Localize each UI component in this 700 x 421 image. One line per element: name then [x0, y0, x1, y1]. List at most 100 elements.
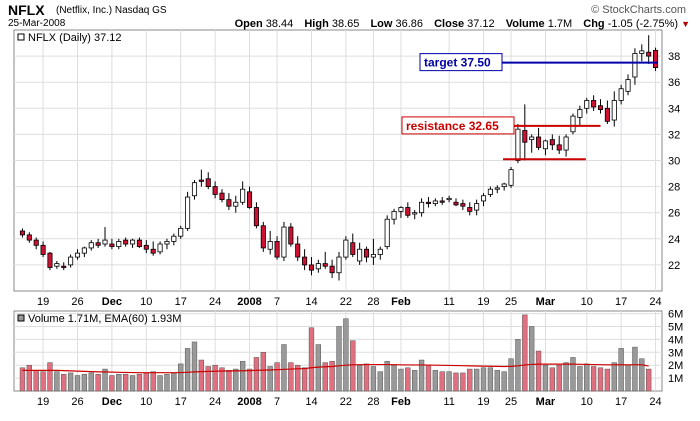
candle-body: [308, 264, 315, 271]
close-value: 37.12: [467, 18, 495, 30]
candle-body: [81, 247, 87, 254]
volume-bar: [226, 370, 232, 392]
volume-bar: [329, 361, 335, 392]
candle-body: [653, 49, 659, 68]
volume-bar: [47, 362, 53, 392]
volume-bar: [136, 373, 143, 392]
volume-bar: [88, 372, 94, 392]
volume-bar: [529, 326, 535, 392]
price-x-tick-label: Feb: [391, 296, 411, 308]
volume-bar: [405, 367, 411, 392]
volume-bar: [19, 367, 26, 392]
volume-bar: [446, 371, 452, 392]
volume-bar: [336, 326, 342, 392]
volume-bar: [267, 366, 273, 392]
volume-bar: [418, 359, 425, 392]
candle-body: [350, 242, 356, 255]
volume-bar: [384, 361, 390, 392]
candle-body: [54, 263, 60, 267]
volume-legend: Volume 1.71M, EMA(60) 1.93M: [28, 313, 181, 325]
price-x-tick-label: 28: [367, 296, 379, 308]
candle-body: [460, 203, 466, 207]
candle-body: [143, 244, 149, 250]
ticker-symbol: NFLX: [8, 2, 45, 18]
candle-body: [171, 235, 177, 242]
volume-bar: [391, 364, 397, 392]
volume-bar: [143, 372, 149, 392]
volume-bar: [432, 370, 439, 392]
candle-body: [363, 248, 370, 258]
volume-bar: [604, 368, 611, 392]
price-x-tick-label: 14: [305, 296, 317, 308]
volume-x-tick-label: 10: [581, 396, 593, 408]
candle-body: [205, 178, 211, 188]
candle-body: [68, 256, 74, 266]
candle-body: [315, 263, 321, 270]
volume-bar: [26, 364, 32, 392]
volume-bar: [295, 364, 301, 392]
volume-bar: [350, 340, 356, 392]
volume-bar: [322, 362, 328, 392]
candle-body: [577, 109, 583, 118]
price-x-tick-label: 10: [581, 296, 593, 308]
volume-bar: [370, 366, 377, 392]
price-x-tick-label: 17: [615, 296, 627, 308]
volume-bar: [219, 367, 225, 392]
volume-x-tick-label: 19: [37, 396, 49, 408]
quote-date: 25-Mar-2008: [8, 18, 66, 29]
brand-logo: © StockCharts.com: [591, 4, 686, 16]
volume-bar: [198, 359, 205, 392]
volume-y-tick-label: 2M: [668, 360, 683, 372]
high-value: 38.65: [331, 18, 360, 30]
price-x-tick-label: 11: [443, 296, 454, 308]
volume-bar: [618, 348, 624, 392]
volume-bar: [584, 363, 590, 392]
volume-bar: [597, 367, 604, 392]
candle-body: [377, 248, 383, 255]
volume-bar: [473, 368, 480, 392]
candle-body: [19, 230, 25, 236]
candle-body: [130, 239, 136, 245]
price-x-tick-label: 24: [649, 296, 661, 308]
volume-bar: [535, 350, 542, 392]
volume-bar: [467, 368, 473, 392]
change-label: Chg: [583, 18, 605, 30]
candle-body: [646, 51, 652, 57]
candle-body: [467, 207, 473, 212]
volume-bar: [253, 357, 260, 392]
volume-bar: [123, 373, 129, 392]
candle-body: [88, 242, 94, 249]
candle-body: [198, 179, 204, 182]
candle-body: [611, 100, 617, 121]
candle-body: [632, 53, 638, 78]
volume-bar: [301, 367, 308, 392]
candle-body: [487, 188, 493, 195]
volume-x-tick-label: Mar: [536, 396, 556, 408]
candle-body: [212, 186, 218, 195]
volume-bar: [460, 372, 466, 392]
candle-body: [425, 201, 431, 204]
volume-bar: [639, 358, 645, 392]
candle-body: [233, 201, 239, 207]
volume-bar: [343, 318, 349, 392]
volume-bar: [129, 375, 136, 392]
price-y-tick-label: 24: [668, 234, 680, 246]
target-label-box: [419, 53, 503, 72]
volume-bar: [625, 364, 631, 392]
volume-bar: [646, 368, 652, 392]
candle-body: [570, 115, 576, 133]
price-y-tick-label: 32: [668, 129, 680, 141]
price-y-tick-label: 36: [668, 77, 680, 89]
volume-bar: [480, 367, 487, 392]
volume-x-tick-label: 11: [443, 396, 454, 408]
candle-body: [370, 254, 376, 258]
candle-body: [536, 136, 542, 148]
candle-body: [281, 226, 287, 258]
low-label: Low: [370, 18, 393, 30]
candle-body: [47, 252, 53, 268]
volume-bar: [212, 364, 218, 392]
candle-body: [267, 241, 273, 250]
candle-body: [480, 195, 487, 202]
volume-label: Volume: [505, 18, 545, 30]
